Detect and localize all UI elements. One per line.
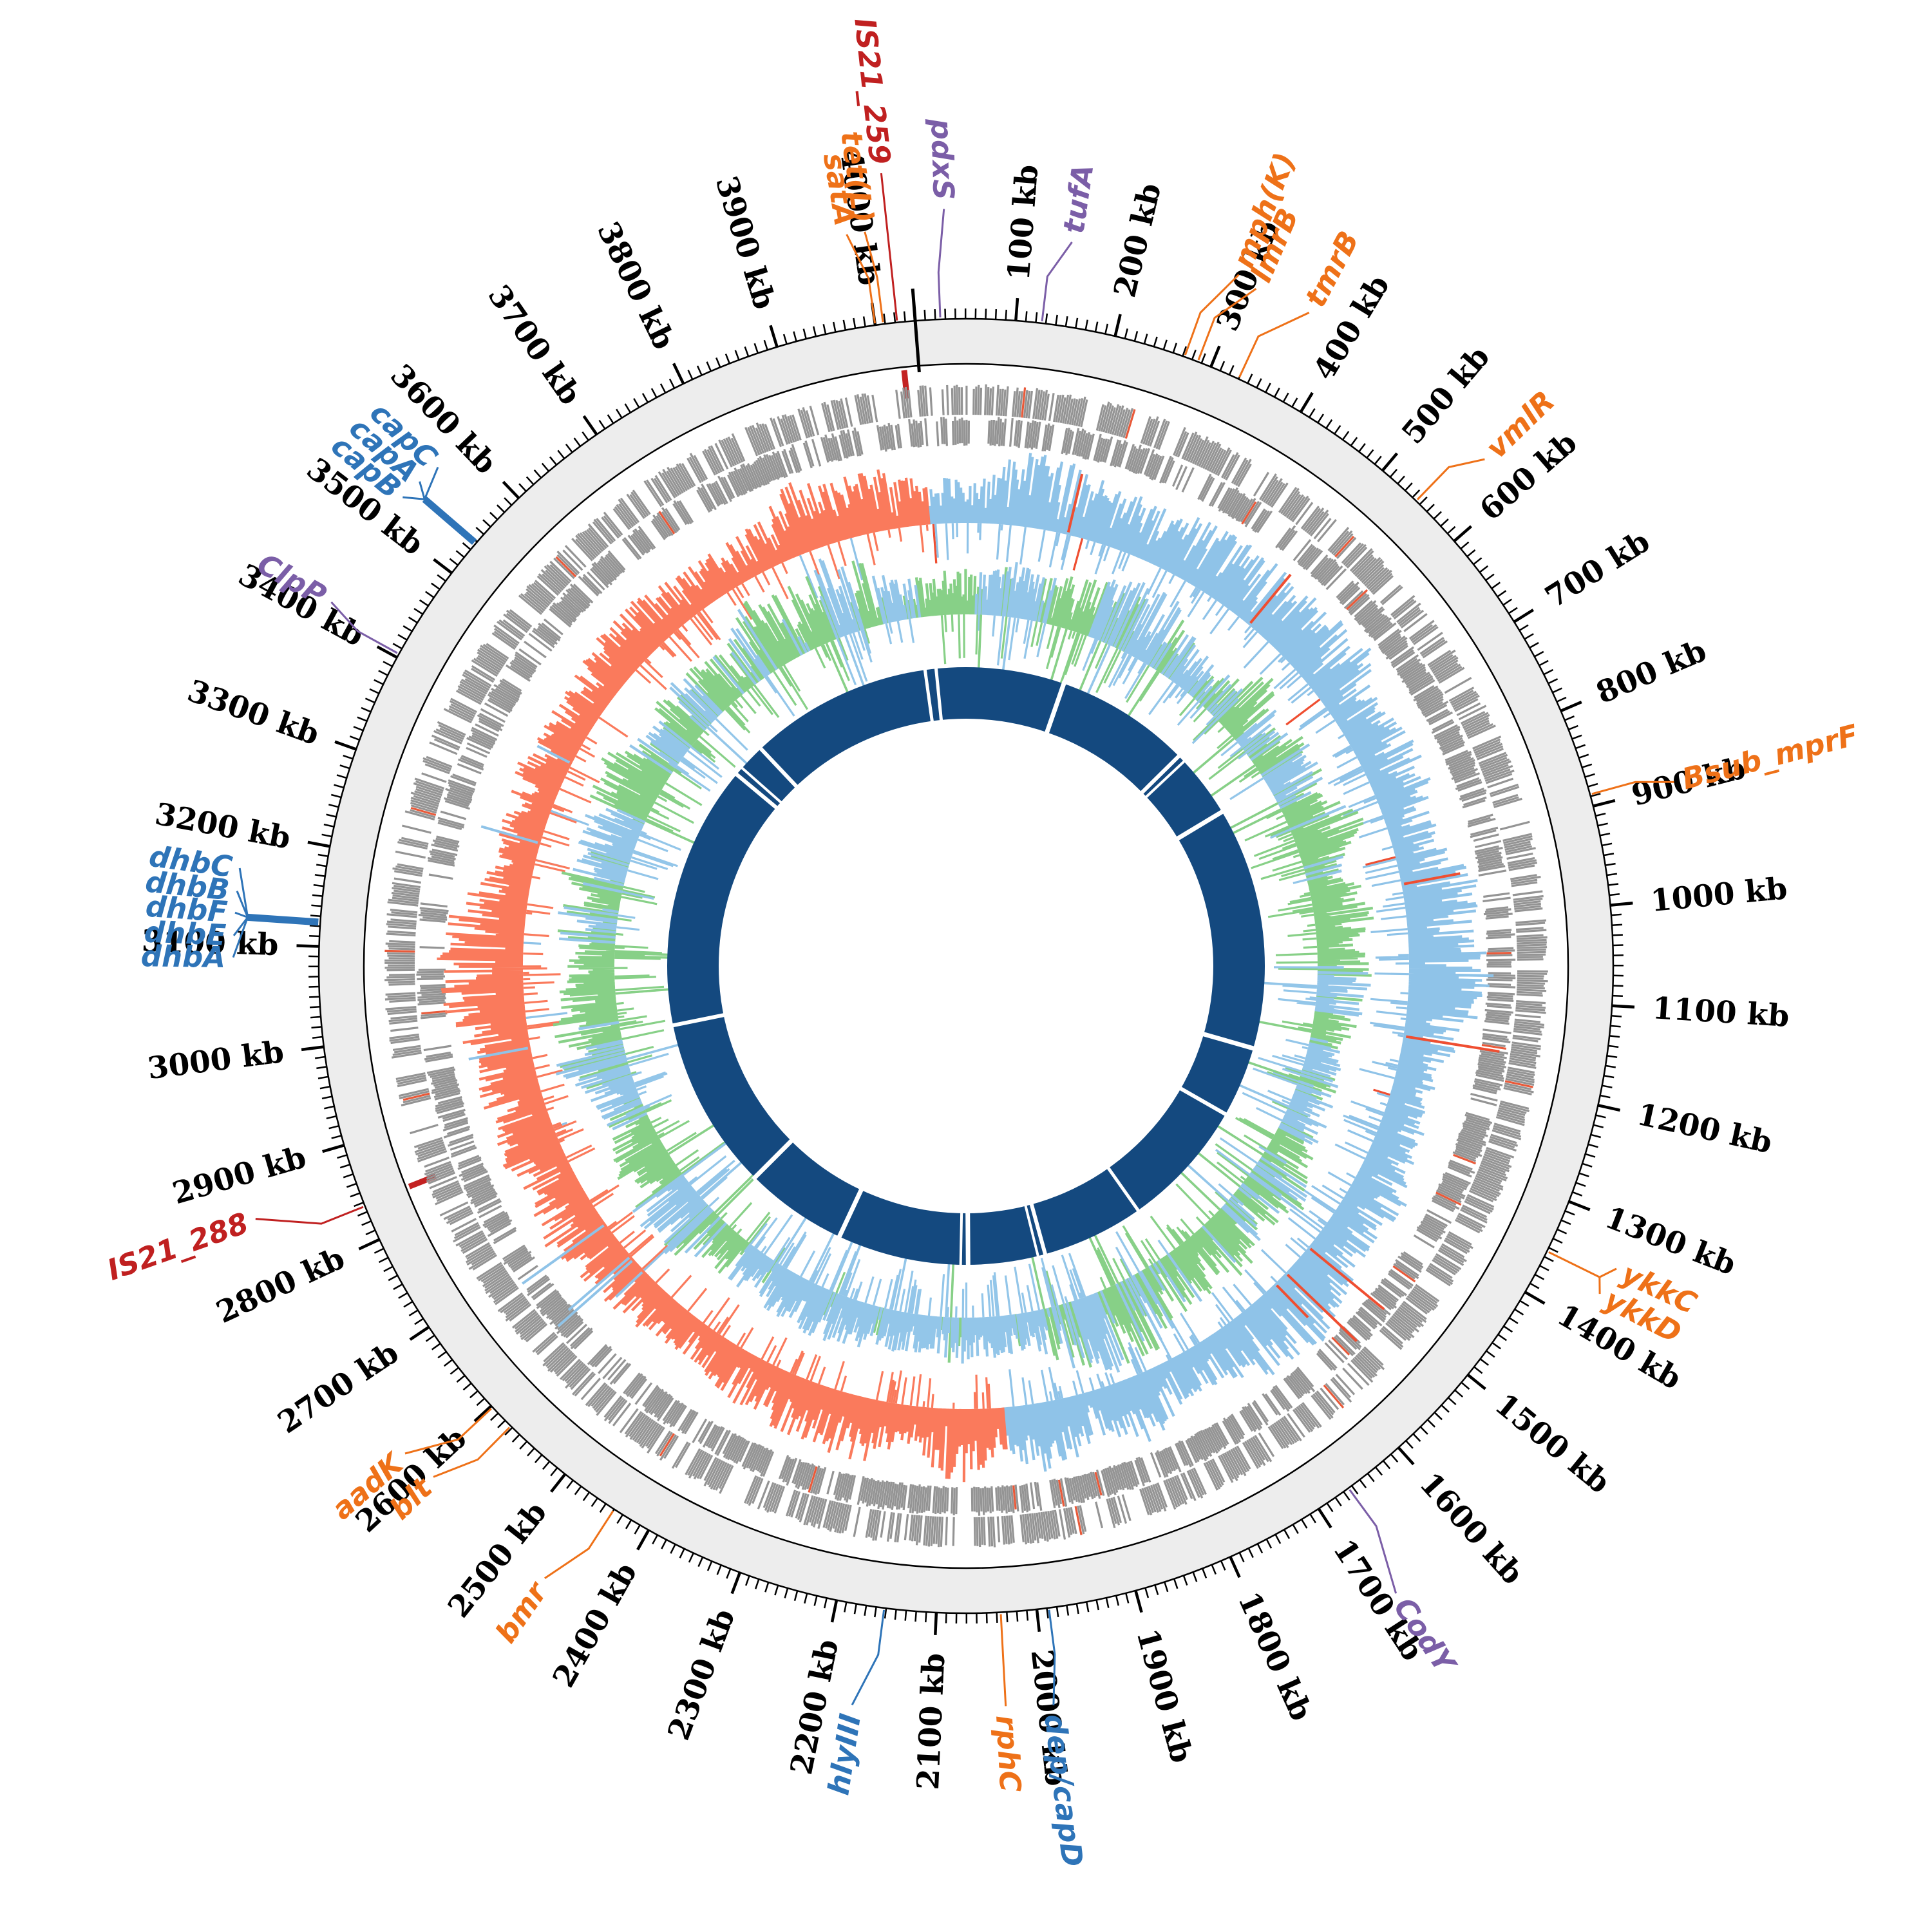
scale-ticks — [308, 308, 1624, 1624]
tick-label-3900kb: 3900 kb — [708, 172, 782, 313]
gene-label-dhbe: dhbE — [144, 914, 227, 952]
origin-line — [911, 289, 921, 373]
gene-leader-line — [234, 911, 249, 918]
gene-leader-line — [236, 890, 249, 918]
tick-label-200kb: 200 kb — [1107, 180, 1168, 301]
gene-label-pdxs: pdxS — [924, 118, 961, 200]
tick-label-2100kb: 2100 kb — [911, 1653, 952, 1791]
gc-content-track — [614, 614, 1312, 1318]
gene-leader-line — [1197, 288, 1257, 361]
tick-label-500kb: 500 kb — [1395, 339, 1497, 451]
alignment-ring-gap — [739, 759, 1187, 1267]
tick-label-3800kb: 3800 kb — [590, 216, 681, 355]
gene-label-dep-capd: dep/capD — [1037, 1712, 1090, 1869]
gene-leader-line — [404, 1408, 492, 1455]
gene-leader-line — [419, 481, 426, 500]
gene-leader-line — [1238, 312, 1310, 378]
gene-leader-line — [1041, 242, 1073, 322]
gene-leader-line — [864, 231, 884, 323]
gene-leader-line — [1599, 1267, 1617, 1278]
gene-leader-line — [330, 601, 398, 654]
gene-leader-line — [433, 1426, 511, 1478]
tick-label-2300kb: 2300 kb — [661, 1604, 743, 1745]
tick-label-3000kb: 3000 kb — [146, 1034, 286, 1086]
scale-ticks — [296, 298, 1635, 1636]
gene-cluster-stem — [247, 913, 319, 926]
gene-label-dhba: dhbA — [140, 939, 225, 974]
gene-label-rphc: rphC — [989, 1714, 1027, 1793]
gc-skew-track — [522, 524, 991, 1409]
gene-leader-line — [1416, 458, 1485, 500]
tick-label-700kb: 700 kb — [1539, 524, 1656, 615]
tick-label-1900kb: 1900 kb — [1129, 1625, 1199, 1766]
gene-leader-line — [1184, 274, 1240, 355]
gene-leader-line — [1349, 1489, 1397, 1594]
gene-leader-line — [1048, 1609, 1056, 1706]
tick-label-1600kb: 1600 kb — [1412, 1466, 1530, 1591]
gene-leader-line — [232, 916, 249, 958]
gene-label-tufa: tufA — [1056, 162, 1100, 235]
gene-leader-line — [423, 466, 439, 500]
alignment-ring-gap — [670, 745, 1229, 1258]
tick-label-2400kb: 2400 kb — [546, 1557, 644, 1693]
gene-leader-line — [999, 1614, 1007, 1707]
alignment-ring-gap — [923, 666, 1141, 1214]
gene-leader-line — [851, 1609, 886, 1706]
gc-content-track — [626, 617, 1318, 1318]
gene-leader-line — [232, 916, 249, 936]
tick-label-3100kb: 3100 kb — [141, 923, 279, 963]
gc-skew-track — [1066, 473, 1500, 1342]
gc-skew-track — [932, 524, 1396, 1096]
scale-band-inner-border — [363, 363, 1569, 1569]
gene-cluster-stem — [422, 497, 477, 545]
tick-label-1100kb: 1100 kb — [1651, 990, 1790, 1034]
gc-skew-track — [928, 453, 1494, 1472]
tick-label-3700kb: 3700 kb — [481, 279, 589, 412]
gene-label-bsub-mprf: Bsub_mprF — [1678, 717, 1861, 796]
gene-track — [384, 384, 1548, 1548]
gene-track — [384, 387, 1533, 1535]
tick-label-800kb: 800 kb — [1591, 633, 1712, 711]
gene-leader-line — [937, 209, 945, 317]
gene-leader-line — [544, 1510, 614, 1579]
gc-skew-track — [523, 522, 1410, 1407]
gene-leader-line — [846, 234, 876, 324]
tick-label-1000kb: 1000 kb — [1649, 871, 1789, 919]
tick-label-1200kb: 1200 kb — [1634, 1097, 1775, 1160]
gene-label-is21-288: IS21_288 — [103, 1206, 253, 1287]
tick-label-3300kb: 3300 kb — [183, 673, 324, 752]
gene-leader-line — [238, 867, 249, 918]
gene-leader-line — [255, 1206, 364, 1225]
gc-skew-track — [437, 469, 1008, 1482]
gene-leader-line — [880, 173, 898, 321]
gene-label-dhbf: dhbF — [144, 889, 229, 929]
tick-label-2900kb: 2900 kb — [169, 1139, 310, 1211]
scale-band — [319, 319, 1613, 1613]
gene-cluster-stem — [1548, 1251, 1600, 1278]
tick-label-2700kb: 2700 kb — [272, 1335, 405, 1441]
gc-skew-track — [468, 744, 643, 1327]
tick-label-1800kb: 1800 kb — [1231, 1587, 1319, 1727]
gene-leader-line — [402, 496, 425, 500]
tick-label-2800kb: 2800 kb — [211, 1240, 350, 1331]
tick-label-100kb: 100 kb — [1001, 164, 1046, 282]
gc-content-track — [553, 560, 1374, 1368]
alignment-ring-gap — [751, 680, 1256, 1268]
gene-leader-line — [1591, 781, 1674, 795]
gc-content-track — [616, 614, 1318, 1318]
gc-content-track — [555, 558, 1371, 1373]
tick-label-1300kb: 1300 kb — [1600, 1200, 1741, 1282]
tick-label-1500kb: 1500 kb — [1488, 1387, 1617, 1501]
